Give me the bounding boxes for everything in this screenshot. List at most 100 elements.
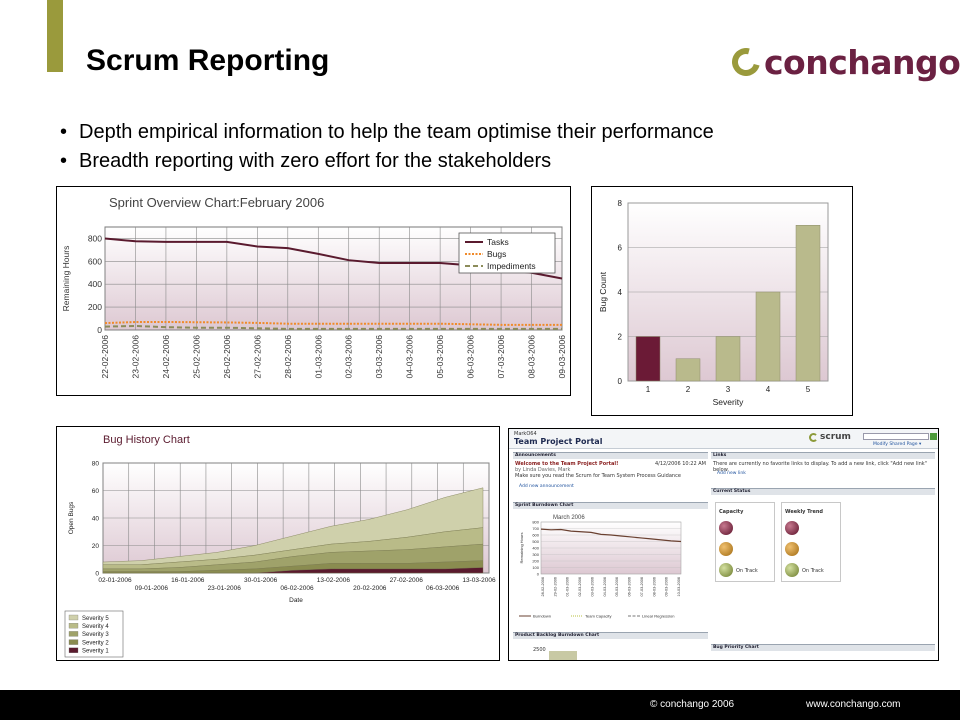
portal-title: Team Project Portal — [514, 437, 603, 446]
x-tick-label: 02-03-2006 — [344, 335, 354, 379]
footer-copyright: © conchango 2006 — [650, 699, 735, 710]
x-tick-label: 28-02-2006 — [541, 577, 545, 596]
sprint-overview-chart: 22-02-2006 23-02-2006 24-02-2006 25-02-2006… — [61, 195, 567, 379]
x-tick-label: 23-02-2006 — [130, 335, 140, 379]
x-tick-label: 27-02-2006 — [390, 577, 424, 584]
status-header: Current Status — [711, 488, 935, 495]
legend-label: Severity 5 — [82, 616, 109, 622]
y-tick-label: 200 — [532, 559, 539, 564]
legend-label: Severity 2 — [82, 640, 109, 646]
legend-label: Severity 1 — [82, 649, 109, 655]
x-tick-label: 06-03-2006 — [426, 585, 460, 592]
chart-title: Sprint Overview Chart:February 2006 — [109, 195, 324, 210]
bug-history-chart: 0 20 40 60 80 Bug History Chart Open Bugs 02-01… — [64, 434, 496, 658]
legend-swatch — [68, 614, 79, 621]
trend-red-light — [785, 521, 799, 535]
y-tick-label: 6 — [618, 244, 623, 253]
x-tick-label: 1 — [646, 385, 651, 394]
y-tick-label: 300 — [532, 552, 539, 557]
burndown-header: Sprint Burndown Chart — [513, 502, 708, 509]
legend-label: Tasks — [487, 237, 509, 247]
capacity-label: Capacity — [719, 509, 744, 515]
bug-severity-chart: 0 2 4 6 8 1 2 3 4 5 Severity Bug Count — [598, 199, 829, 407]
x-tick-label: 07-03-2006 — [496, 335, 506, 379]
y-tick-label: 0 — [618, 377, 623, 386]
trend-label: Weekly Trend — [785, 509, 824, 515]
x-tick-label: 29-02-2006 — [553, 577, 557, 596]
series-line-impediments — [104, 324, 562, 330]
y-axis-label: Bug Count — [598, 271, 608, 312]
backlog-bar — [549, 651, 577, 660]
y-tick-label: 600 — [532, 533, 539, 538]
announce-title[interactable]: Welcome to the Team Project Portal! — [515, 461, 619, 467]
legend-label: Linear Regression — [642, 614, 674, 619]
conchango-logo: conchango — [726, 42, 960, 82]
announcements-header: Announcements — [513, 452, 708, 459]
portal-brand: scrum — [820, 432, 851, 442]
logo-mark-icon — [726, 42, 766, 82]
x-tick-label: 27-02-2006 — [252, 335, 262, 379]
x-tick-label: 04-03-2006 — [603, 577, 607, 596]
legend-label: Severity 3 — [82, 632, 109, 638]
announce-add-link[interactable]: Add new announcement — [519, 484, 574, 489]
y-tick-label: 800 — [88, 233, 102, 243]
links-header: Links — [711, 452, 935, 459]
legend-swatch — [68, 647, 79, 653]
portal-go-icon[interactable] — [930, 433, 937, 440]
links-add-link[interactable]: Add new link — [717, 471, 746, 476]
backlog-tick: 2500 — [533, 647, 546, 653]
legend-label: Bugs — [487, 249, 506, 259]
x-tick-label: 3 — [726, 385, 731, 394]
x-tick-label: 02-03-2006 — [578, 577, 582, 596]
x-tick-label: 5 — [806, 385, 811, 394]
trend-amber-light — [785, 542, 799, 556]
y-axis-label: Remaining Hours — [61, 246, 71, 312]
capacity-status: On Track — [736, 568, 758, 574]
x-tick-label: 20-02-2006 — [353, 585, 387, 592]
x-tick-label: 05-03-2006 — [435, 335, 445, 379]
capacity-red-light — [719, 521, 733, 535]
x-tick-label: 22-02-2006 — [100, 335, 110, 379]
y-tick-label: 200 — [88, 302, 102, 312]
x-tick-label: 01-03-2006 — [313, 335, 323, 379]
chart-title: Bug History Chart — [103, 434, 190, 446]
trend-green-light — [785, 563, 799, 577]
x-tick-label: 01-03-2006 — [566, 577, 570, 596]
announce-by: by Linda Davies, Mark — [515, 467, 571, 473]
x-tick-label: 4 — [766, 385, 771, 394]
legend-label: Impediments — [487, 261, 536, 271]
bug-severity-panel: 0 2 4 6 8 1 2 3 4 5 Severity Bug Count — [591, 186, 853, 416]
capacity-green-light — [719, 563, 733, 577]
y-tick-label: 0 — [97, 325, 102, 335]
trend-status: On Track — [802, 568, 824, 574]
burndown-line — [540, 528, 682, 543]
bar — [635, 336, 661, 382]
x-tick-label: 08-03-2006 — [652, 577, 656, 596]
bullet-list: Depth empirical information to help the … — [60, 118, 714, 176]
portal-search-input[interactable] — [863, 433, 929, 440]
portal-site-name: MarkO64 — [514, 431, 537, 437]
bar — [795, 225, 821, 382]
bug-history-panel: 0 20 40 60 80 Bug History Chart Open Bugs 02-01… — [56, 426, 500, 661]
x-axis-label: Severity — [713, 397, 744, 407]
legend-label: Burndown — [533, 614, 551, 619]
x-tick-label: 16-01-2006 — [171, 577, 205, 584]
x-tick-label: 03-03-2006 — [590, 577, 594, 596]
announce-body: Make sure you read the Scrum for Team Sy… — [515, 473, 681, 479]
bar — [675, 358, 701, 382]
x-tick-label: 30-01-2006 — [244, 577, 278, 584]
x-tick-label: 05-03-2006 — [615, 577, 619, 596]
legend-label: Severity 4 — [82, 624, 109, 630]
x-tick-label: 02-01-2006 — [98, 577, 132, 584]
backlog-header: Product Backlog Burndown Chart — [513, 632, 708, 639]
accent-bar — [47, 0, 63, 72]
y-tick-label: 60 — [92, 488, 100, 495]
legend-swatch — [68, 623, 79, 629]
portal-menu[interactable]: Modify Shared Page ▾ — [873, 442, 922, 447]
footer-url[interactable]: www.conchango.com — [806, 699, 901, 710]
y-tick-label: 4 — [618, 288, 623, 297]
x-tick-label: 10-03-2006 — [677, 577, 681, 596]
y-tick-label: 0 — [537, 572, 540, 577]
y-tick-label: 100 — [532, 565, 539, 570]
